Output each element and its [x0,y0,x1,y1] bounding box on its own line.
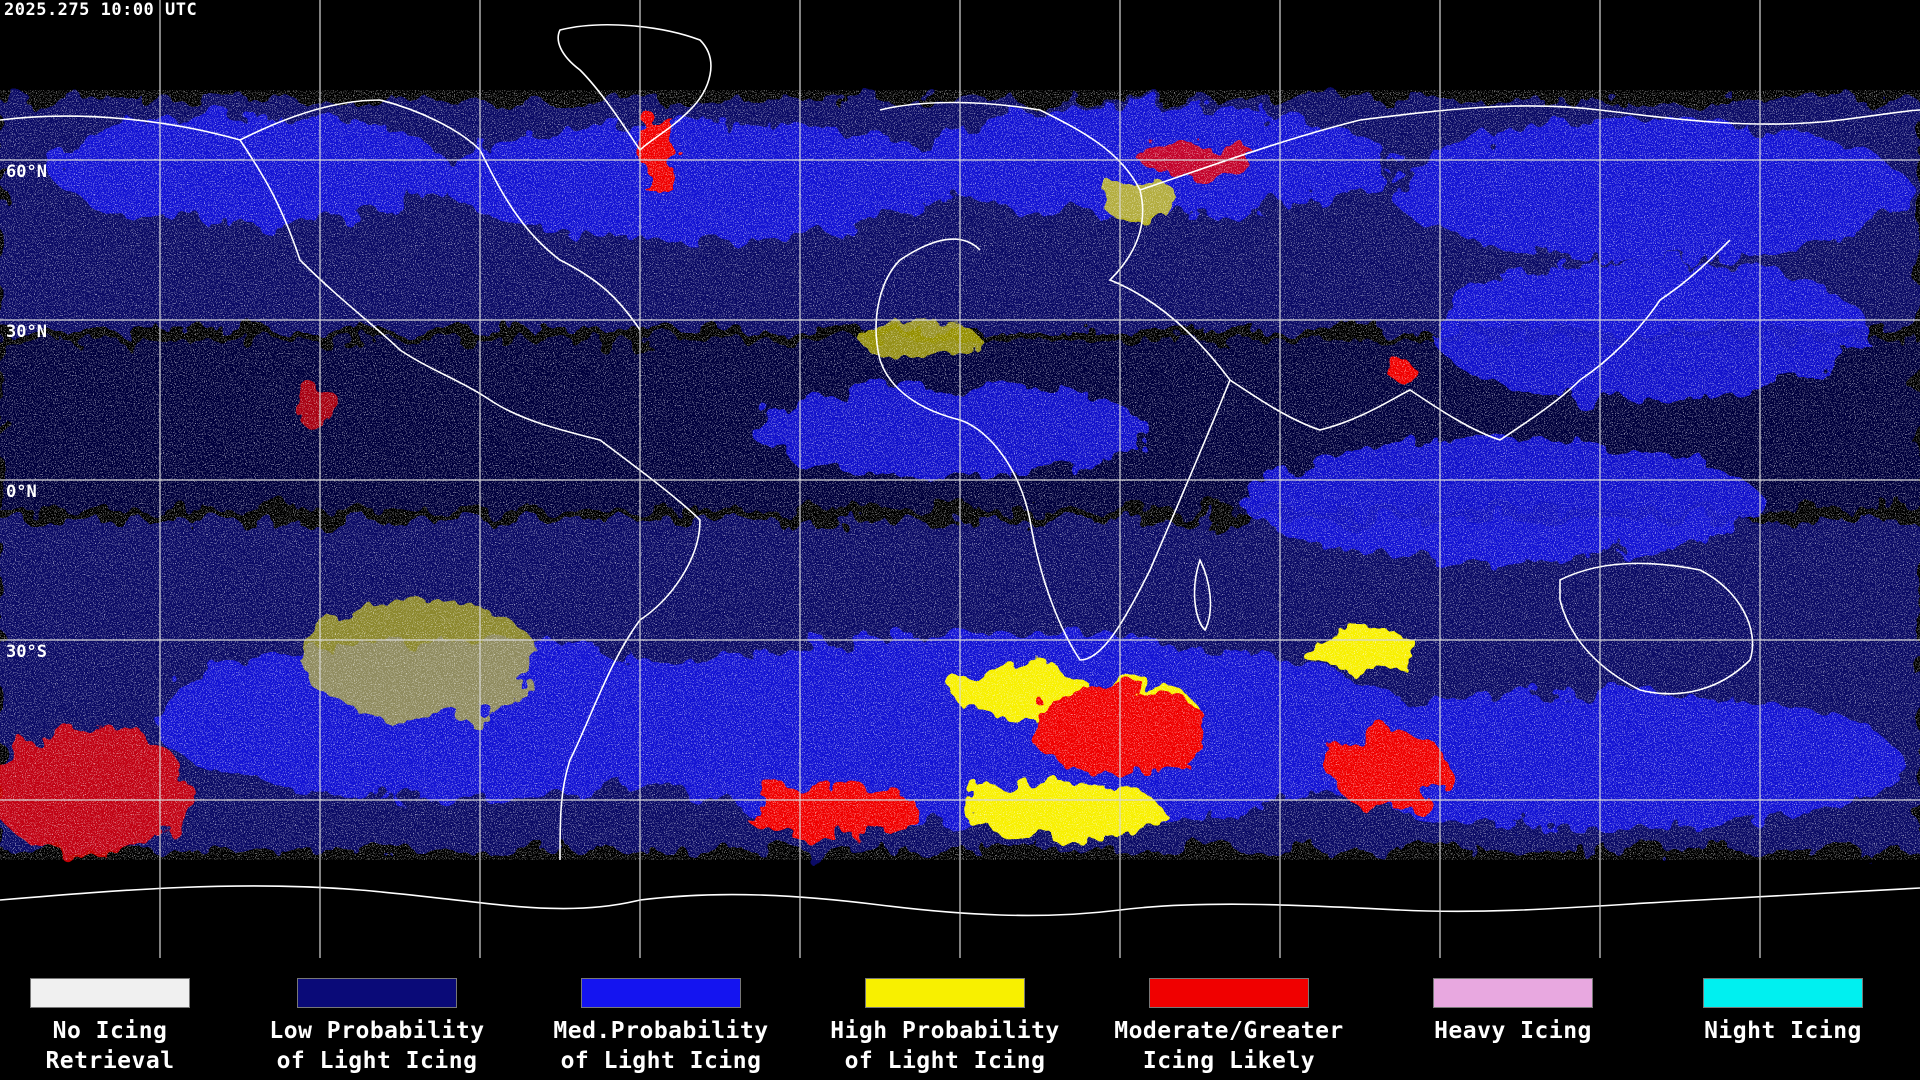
legend-swatch [297,978,457,1008]
legend-item-heavy-icing: Heavy Icing [1388,978,1638,1046]
legend-item-no-icing: No Icing Retrieval [0,978,235,1076]
map-canvas [0,0,1920,958]
legend-item-night-icing: Night Icing [1658,978,1908,1046]
legend-swatch [581,978,741,1008]
timestamp: 2025.275 10:00 UTC [4,0,198,20]
legend-swatch [865,978,1025,1008]
legend-swatch [1703,978,1863,1008]
legend-label: Moderate/Greater Icing Likely [1114,1018,1344,1074]
legend-item-low-probability: Low Probability of Light Icing [252,978,502,1076]
lat-label-60n: 60°N [6,162,47,182]
legend-label: Night Icing [1704,1018,1862,1044]
legend-label: Heavy Icing [1434,1018,1592,1044]
legend-label: No Icing Retrieval [45,1018,175,1074]
legend-item-med-probability: Med.Probability of Light Icing [536,978,786,1076]
legend: No Icing Retrieval Low Probability of Li… [0,958,1920,1080]
graticule [0,0,1920,958]
lat-label-30n: 30°N [6,322,47,342]
legend-swatch [30,978,190,1008]
lat-label-0n: 0°N [6,482,37,502]
legend-item-high-probability: High Probability of Light Icing [820,978,1070,1076]
lat-label-30s: 30°S [6,642,47,662]
icing-map: 2025.275 10:00 UTC 60°N 30°N 0°N 30°S [0,0,1920,958]
legend-label: Low Probability of Light Icing [269,1018,485,1074]
legend-label: High Probability of Light Icing [830,1018,1060,1074]
legend-label: Med.Probability of Light Icing [553,1018,769,1074]
legend-swatch [1433,978,1593,1008]
coastlines [0,24,1920,917]
legend-swatch [1149,978,1309,1008]
legend-item-moderate-greater: Moderate/Greater Icing Likely [1104,978,1354,1076]
